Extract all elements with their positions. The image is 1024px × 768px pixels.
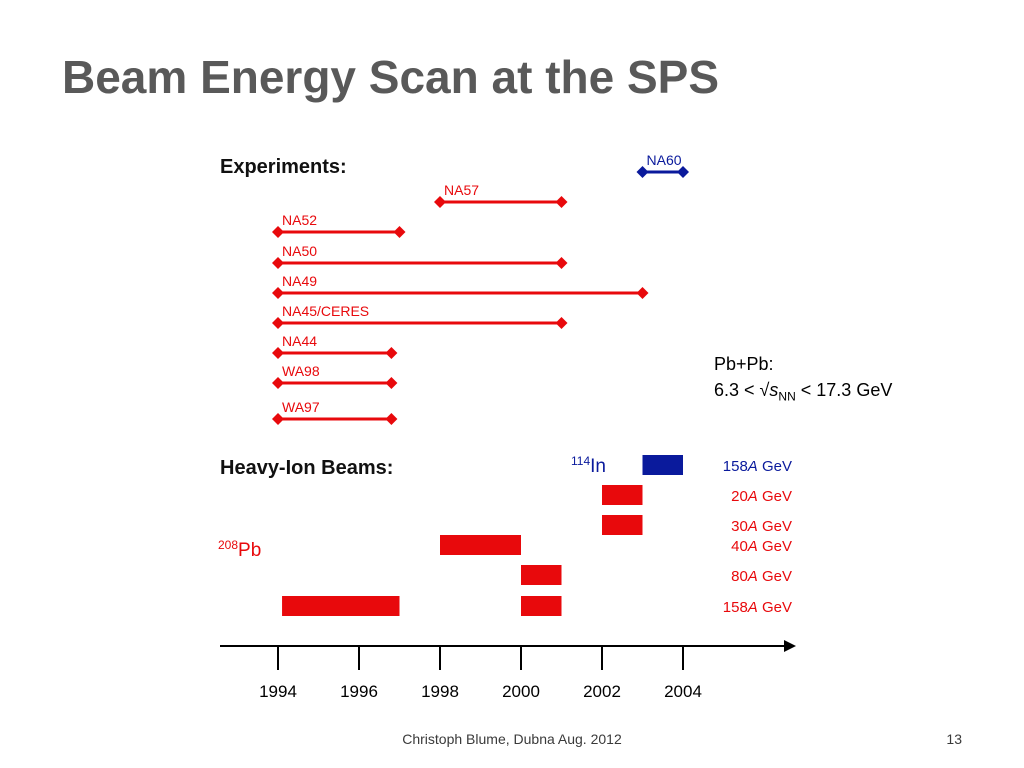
pb-beam-label: 208Pb [218,538,261,561]
beam-period-bar [602,485,643,505]
axis-arrowhead [784,640,796,652]
beam-period-bar [521,596,562,616]
run-end-marker [385,413,398,425]
pb-mass-number: 208 [218,538,238,552]
run-end-marker [677,166,689,178]
pb-element: Pb [238,540,261,561]
note-subscript: NN [778,389,796,404]
beam-energy-label: 158A GeV [723,599,792,616]
run-start-marker [272,257,284,269]
beam-period-bar [602,515,643,535]
beam-energy-label: 158A GeV [723,458,792,475]
year-tick-label: 2004 [664,682,702,701]
experiment-label: NA49 [282,273,317,289]
experiment-wa98: WA98 [272,363,398,389]
run-start-marker [272,377,284,389]
experiment-na52: NA52 [272,212,406,238]
in-element: In [590,456,606,477]
year-tick-label: 2000 [502,682,540,701]
run-start-marker [272,287,284,299]
beam-energy-label: 20A GeV [731,488,792,505]
experiment-na57: NA57 [434,182,568,208]
experiment-na60: NA60 [636,152,689,178]
experiment-wa97: WA97 [272,399,398,425]
note-suffix: < 17.3 GeV [795,380,893,400]
run-end-marker [385,377,398,389]
run-end-marker [636,287,649,299]
energy-labels: 158A GeV 20A GeV 30A GeV 40A GeV 80A GeV 158A… [723,458,792,616]
experiments-heading: Experiments: [220,156,347,178]
experiment-label: NA52 [282,212,317,228]
run-end-marker [555,257,568,269]
year-tick-label: 2002 [583,682,621,701]
experiment-label: NA50 [282,243,317,259]
experiment-label: WA98 [282,363,320,379]
footer-credit: Christoph Blume, Dubna Aug. 2012 [402,731,622,747]
year-tick-label: 1996 [340,682,378,701]
in-beam-label: 114In [571,454,606,477]
run-end-marker [555,317,568,329]
run-start-marker [636,166,649,178]
experiment-na50: NA50 [272,243,568,269]
run-end-marker [393,226,406,238]
run-start-marker [272,347,284,359]
run-start-marker [272,226,284,238]
beam-energy-label: 40A GeV [731,538,792,555]
note-variable: s [769,380,779,400]
experiment-label: NA60 [647,152,682,168]
run-start-marker [434,196,446,208]
collision-energy-note: Pb+Pb: 6.3 < √sNN < 17.3 GeV [714,351,892,410]
beam-period-bar [282,596,400,616]
run-start-marker [272,317,284,329]
note-line-1: Pb+Pb: [714,354,774,374]
in-mass-number: 114 [571,454,590,468]
run-start-marker [272,413,284,425]
year-tick-label: 1998 [421,682,459,701]
slide-title: Beam Energy Scan at the SPS [62,51,720,103]
page-number: 13 [946,731,962,747]
run-end-marker [385,347,398,359]
experiment-na44: NA44 [272,333,398,359]
experiment-label: NA57 [444,182,479,198]
beam-period-bar [521,565,562,585]
beams-timeline [282,455,683,616]
beam-period-bar [440,535,521,555]
experiment-label: NA45/CERES [282,303,369,319]
beams-heading: Heavy-Ion Beams: [220,457,393,479]
experiment-label: NA44 [282,333,317,349]
beam-energy-label: 80A GeV [731,568,792,585]
year-tick-label: 1994 [259,682,297,701]
experiment-na45-ceres: NA45/CERES [272,303,568,329]
beam-energy-label: 30A GeV [731,518,792,535]
year-axis: 1994 1996 1998 2000 2002 2004 [220,640,796,701]
run-end-marker [555,196,568,208]
beam-period-bar [642,455,683,475]
note-line-2: 6.3 < √sNN < 17.3 GeV [714,377,892,410]
experiment-label: WA97 [282,399,320,415]
experiments-timeline: NA60 NA57 NA52 NA50 NA49 NA45/CERES NA44 WA98 WA… [272,152,689,425]
experiment-na49: NA49 [272,273,649,299]
note-prefix: 6.3 < √ [714,380,770,400]
